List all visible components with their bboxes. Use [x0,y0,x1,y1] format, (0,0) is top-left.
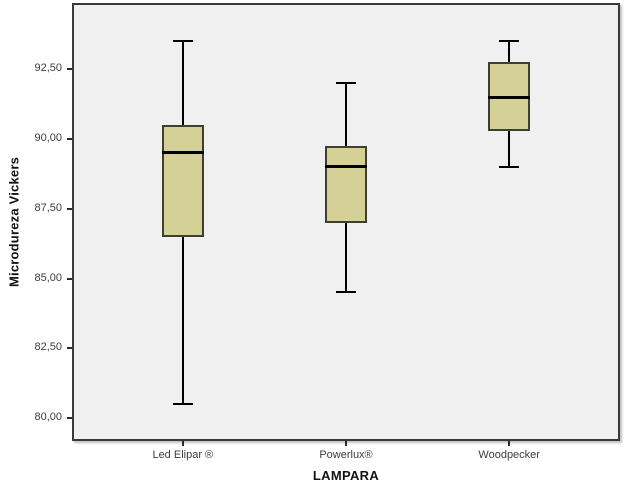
whisker-cap-bottom [499,165,520,168]
y-tick-mark [67,137,72,140]
x-tick-mark [181,441,184,446]
y-tick-mark [67,417,72,420]
x-tick-mark [508,441,511,446]
whisker-lower [181,236,184,405]
y-tick-mark [67,207,72,210]
y-tick-label: 85,00 [34,271,62,284]
y-tick-label: 82,50 [34,341,62,354]
median-line [325,165,367,169]
y-tick-label: 80,00 [34,411,62,424]
x-tick-mark [345,441,347,446]
x-tick-label-woodpecker: Woodpecker [478,449,540,461]
y-tick-label: 92,50 [34,62,62,75]
median-line [488,95,531,99]
box-rect [325,145,367,223]
whisker-cap-top [499,40,520,43]
y-tick-mark [67,277,72,280]
whisker-cap-top [336,82,356,85]
median-line [161,151,204,155]
y-tick-label: 90,00 [34,131,62,144]
whisker-upper [181,41,184,125]
whisker-upper [345,83,347,146]
whisker-cap-top [172,40,193,43]
y-tick-mark [67,68,72,71]
whisker-cap-bottom [172,403,193,406]
x-tick-label-led-elipar: Led Elipar ® [152,449,214,461]
box-rect [161,125,204,237]
plot-area [72,3,620,441]
x-axis: Led Elipar ® Powerlux® Woodpecker [74,441,618,469]
whisker-lower [508,130,511,167]
y-tick-label: 87,50 [34,201,62,214]
whisker-upper [508,41,511,63]
whisker-cap-bottom [336,291,356,294]
y-axis: 80,00 82,50 85,00 87,50 90,00 92,50 [0,5,72,439]
x-tick-label-powerlux: Powerlux® [319,449,373,461]
y-tick-mark [67,347,72,350]
x-axis-title: LAMPARA [312,468,380,483]
whisker-lower [345,222,347,293]
